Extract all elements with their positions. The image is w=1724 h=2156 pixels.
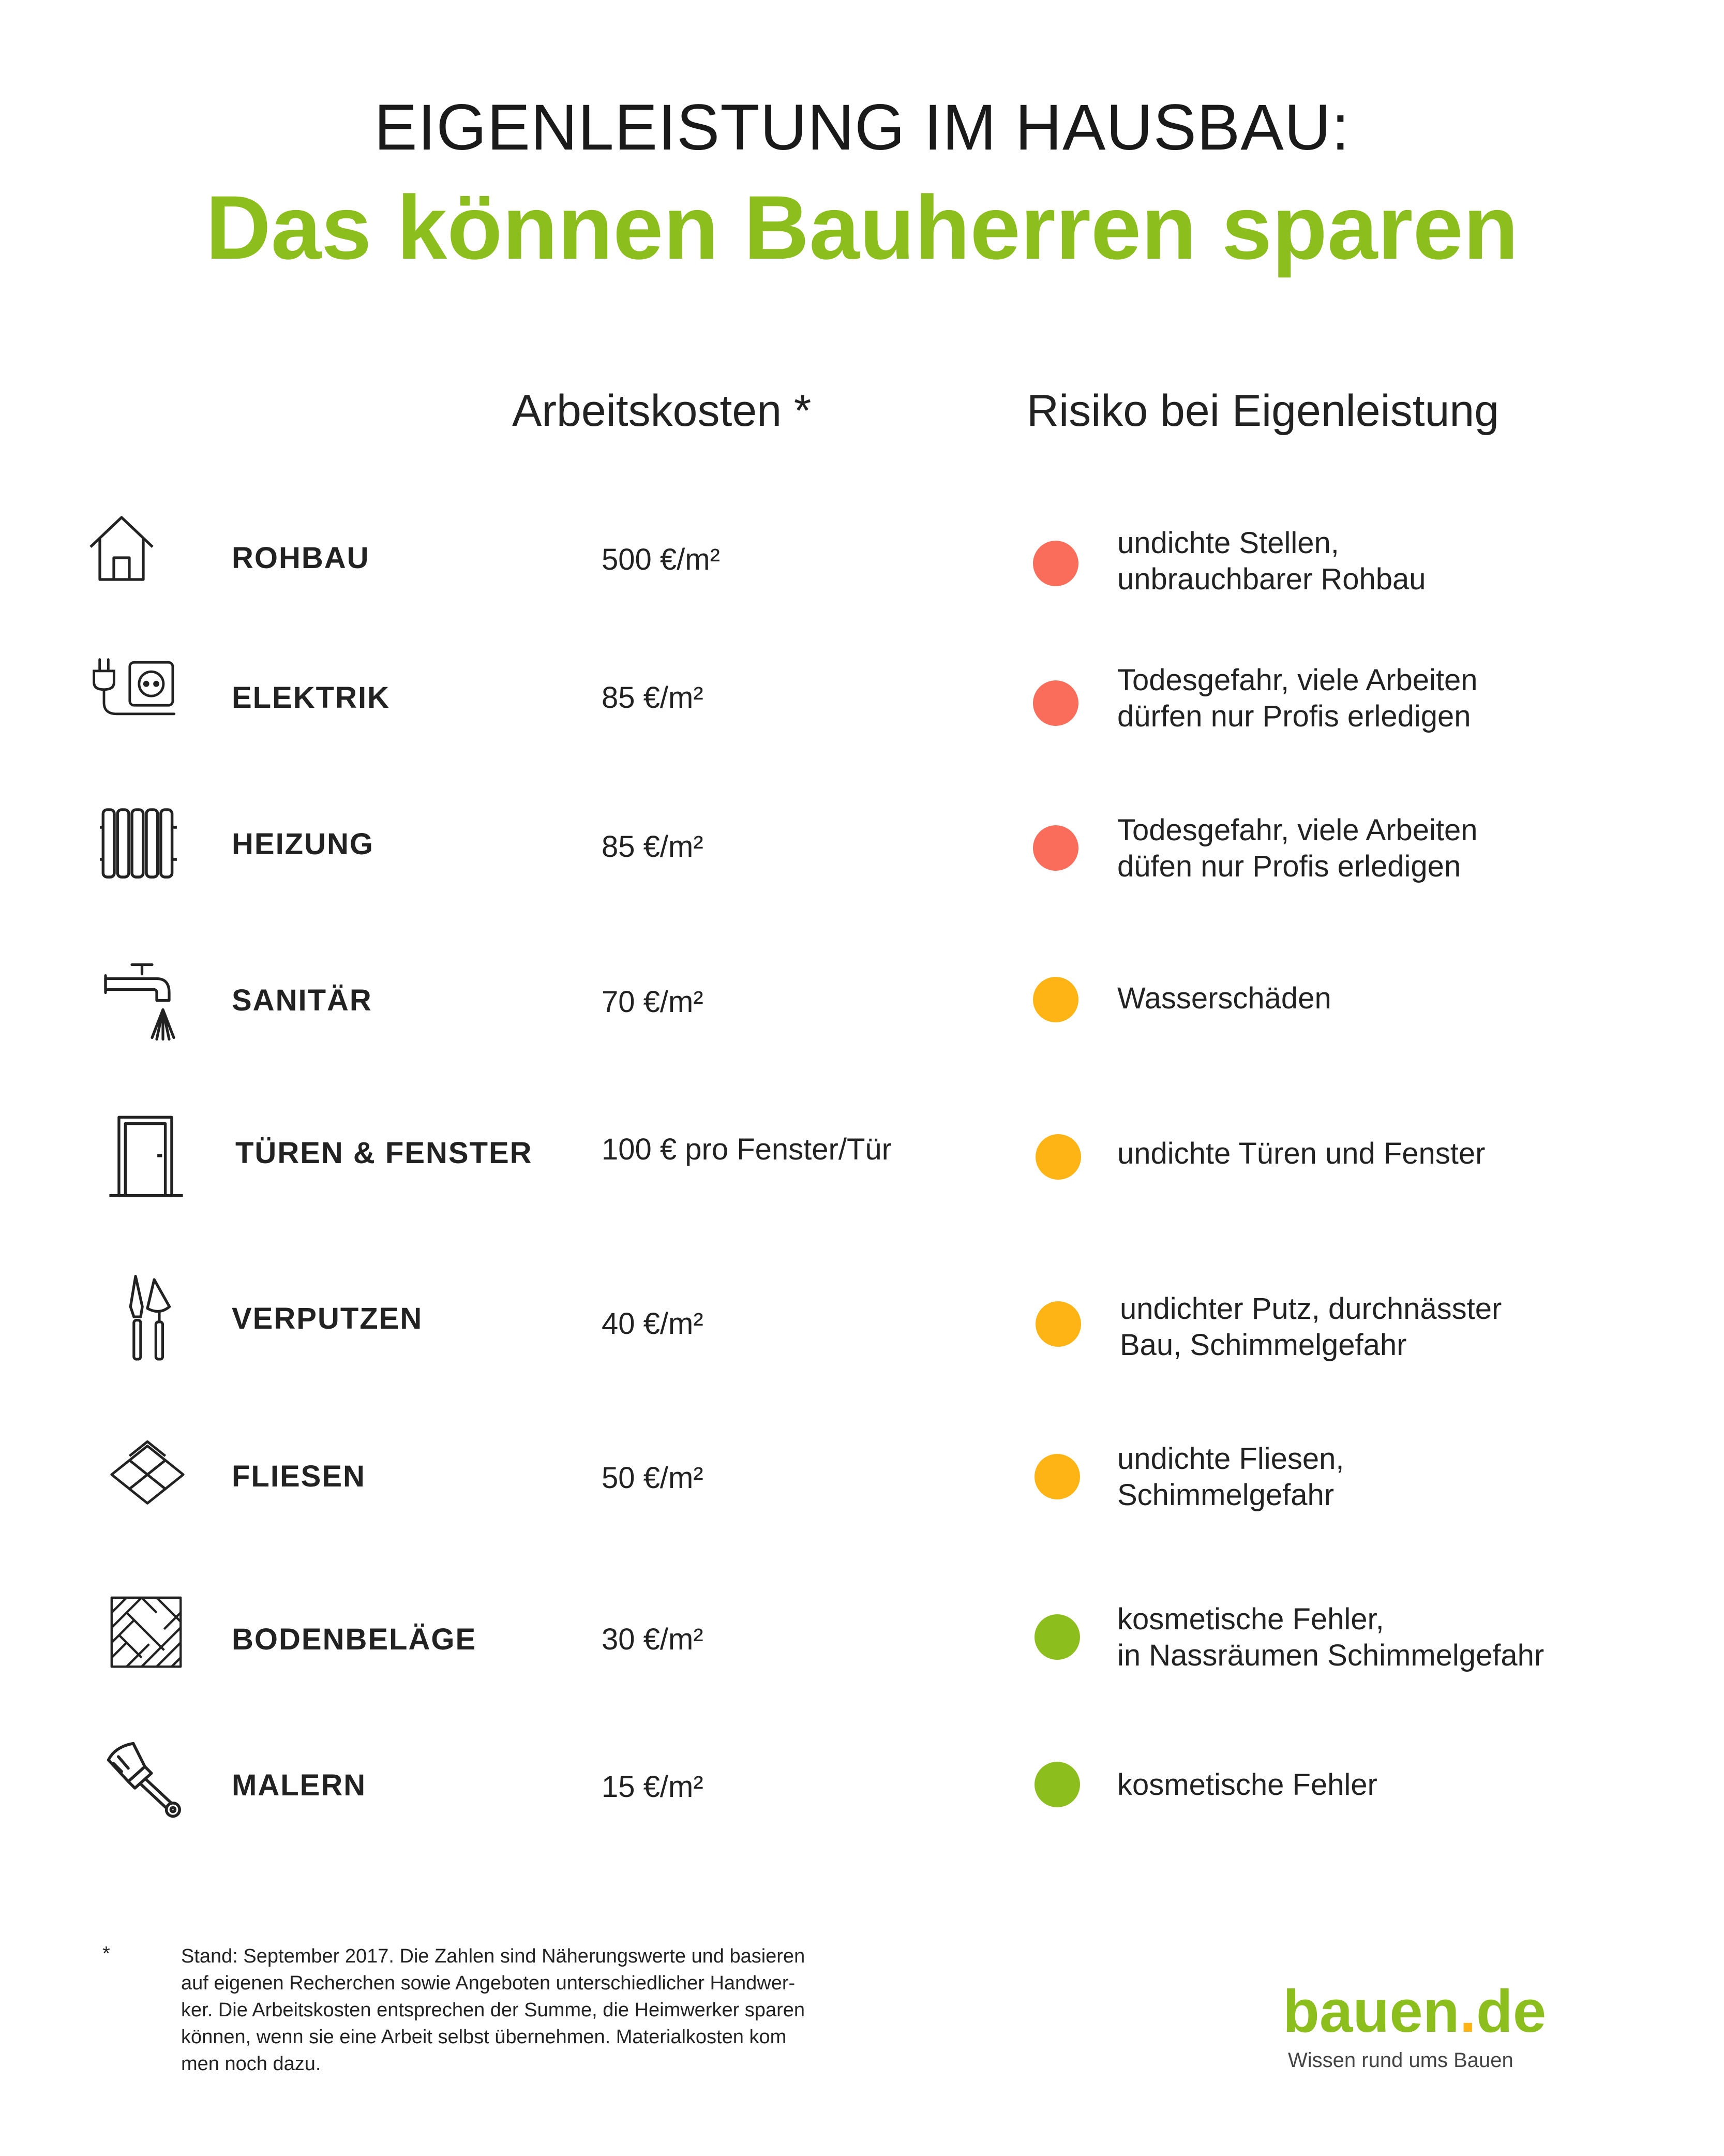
risk-indicator [1035,1762,1080,1807]
radiator-icon [98,802,178,885]
risk-text: kosmetische Fehler, in Nassräumen Schimm… [1117,1601,1686,1674]
door-icon [106,1112,186,1200]
risk-text: Todesgefahr, viele Arbeiten düfen nur Pr… [1117,812,1686,885]
risk-line: düfen nur Profis erledigen [1117,850,1461,883]
cost-value: 500 €/m² [602,543,720,576]
risk-indicator [1035,1454,1080,1499]
risk-line: Bau, Schimmelgefahr [1120,1328,1407,1362]
risk-line: dürfen nur Profis erledigen [1117,700,1471,733]
risk-indicator [1035,1614,1080,1660]
risk-indicator [1033,680,1078,726]
paintbrush-icon [103,1738,186,1821]
cost-value: 40 €/m² [602,1307,703,1341]
risk-text: undichte Stellen, unbrauchbarer Rohbau [1117,525,1686,598]
category-label: VERPUTZEN [232,1302,423,1335]
risk-line: Todesgefahr, viele Arbeiten [1117,663,1478,697]
footnote-mark: * [102,1943,110,1965]
category-label: BODENBELÄGE [232,1623,477,1656]
footnote-line: ker. Die Arbeitskosten entsprechen der S… [181,1999,805,2021]
faucet-icon [101,957,178,1045]
tiles-icon [101,1438,194,1511]
category-label: MALERN [232,1768,367,1802]
category-label: ROHBAU [232,541,370,575]
risk-line: unbrauchbarer Rohbau [1117,562,1426,596]
cost-value: 15 €/m² [602,1770,703,1804]
category-label: ELEKTRIK [232,681,390,715]
page-subtitle: Das können Bauherren sparen [205,177,1519,278]
category-label: HEIZUNG [232,827,374,861]
footnote-line: men noch dazu. [181,2053,321,2075]
cost-value: 85 €/m² [602,681,703,715]
cost-value: 70 €/m² [602,985,703,1019]
risk-indicator [1033,825,1078,871]
risk-line: Schimmelgefahr [1117,1478,1335,1512]
risk-line: undichte Fliesen, [1117,1442,1344,1476]
category-label: SANITÄR [232,984,372,1017]
footnote: Stand: September 2017. Die Zahlen sind N… [181,1943,874,2077]
plug-socket-icon [85,652,178,724]
risk-text: kosmetische Fehler [1117,1767,1686,1803]
risk-line: kosmetische Fehler [1117,1768,1377,1802]
logo-suffix: de [1476,1977,1547,2045]
risk-indicator [1033,977,1078,1022]
trowel-icon [119,1273,176,1366]
risk-line: undichte Stellen, [1117,526,1339,560]
cost-value: 85 €/m² [602,830,703,864]
risk-text: Todesgefahr, viele Arbeiten dürfen nur P… [1117,662,1686,735]
logo-dot: . [1459,1977,1476,2045]
risk-text: undichter Putz, durchnässter Bau, Schimm… [1120,1291,1689,1363]
risk-line: kosmetische Fehler, [1117,1602,1384,1636]
footnote-line: auf eigenen Recherchen sowie Angeboten u… [181,1972,796,1994]
risk-line: in Nassräumen Schimmelgefahr [1117,1639,1545,1672]
logo-main: bauen [1283,1977,1460,2045]
risk-text: undichte Fliesen, Schimmelgefahr [1117,1441,1686,1513]
cost-value: 30 €/m² [602,1623,703,1656]
column-header-risk: Risiko bei Eigenleistung [1027,386,1500,436]
risk-line: undichter Putz, durchnässter [1120,1292,1502,1326]
logo-tagline: Wissen rund ums Bauen [1288,2049,1513,2072]
page-title: EIGENLEISTUNG IM HAUSBAU: [374,92,1350,163]
footnote-line: Stand: September 2017. Die Zahlen sind N… [181,1945,805,1967]
column-header-cost: Arbeitskosten * [512,386,812,436]
risk-indicator [1036,1134,1081,1180]
risk-line: undichte Türen und Fenster [1117,1137,1486,1170]
house-icon [83,510,160,587]
cost-value: 100 € pro Fenster/Tür [602,1133,892,1166]
category-label: TÜREN & FENSTER [235,1136,533,1170]
risk-line: Wasserschäden [1117,982,1331,1015]
logo: bauen.de [1283,1976,1546,2046]
parquet-icon [109,1595,184,1670]
risk-line: Todesgefahr, viele Arbeiten [1117,813,1478,847]
category-label: FLIESEN [232,1460,366,1493]
risk-indicator [1033,541,1078,586]
cost-value: 50 €/m² [602,1461,703,1495]
risk-text: undichte Türen und Fenster [1117,1136,1686,1172]
footnote-line: können, wenn sie eine Arbeit selbst über… [181,2026,787,2048]
risk-text: Wasserschäden [1117,980,1686,1017]
risk-indicator [1036,1301,1081,1347]
